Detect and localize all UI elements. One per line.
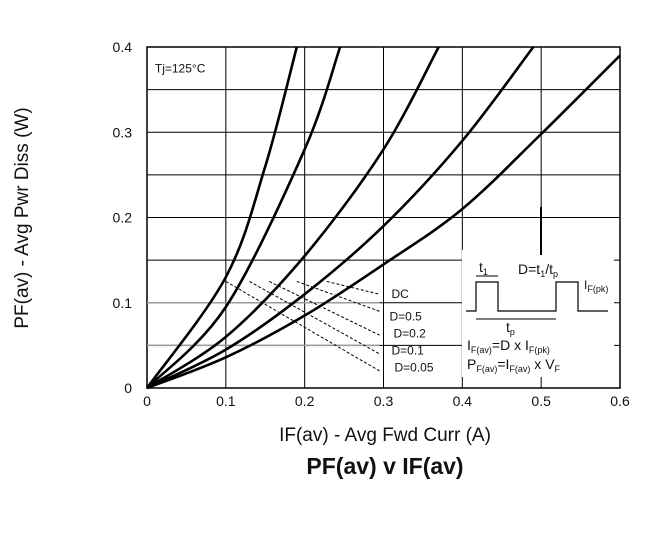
y-axis-title: PF(av) - Avg Pwr Diss (W) [12,107,33,328]
duty-equation: D=t1/tp [518,261,558,279]
pulse-waveform [466,281,608,312]
series-label-d01: D=0.1 [392,344,425,358]
x-tick-label: 0.4 [453,393,473,409]
series-label-dc: DC [392,287,410,301]
waveform-inset: t1 D=t1/tp IF(pk) tp IF(av)=D x IF(pk) P… [462,207,614,377]
x-tick-label: 0 [143,393,151,409]
y-tick-label: 0.3 [113,124,133,140]
x-tick-label: 0.5 [531,393,551,409]
x-tick-label: 0.6 [610,393,630,409]
construction-line [268,280,380,336]
inset-background [462,250,614,377]
curves [145,46,621,390]
series-line-d-0-2 [146,46,440,390]
y-tick-label: 0.1 [113,295,133,311]
x-tick-label: 0.2 [295,393,315,409]
series-line-dc [146,54,621,390]
current-equation: IF(av)=D x IF(pk) [467,337,550,355]
series-label-d005: D=0.05 [395,361,434,375]
series-line-d-0-05 [145,46,299,389]
tp-label: tp [506,319,515,337]
x-ticks: 0 0.1 0.2 0.3 0.4 0.5 0.6 [143,393,630,409]
y-ticks: 0 0.1 0.2 0.3 0.4 [113,39,133,396]
x-tick-label: 0.3 [374,393,394,409]
power-equation: PF(av)=IF(av) x VF [467,356,561,374]
x-tick-label: 0.1 [216,393,236,409]
y-tick-label: 0 [124,380,132,396]
construction-line [249,281,380,355]
series-line-d-0-1 [146,46,342,389]
plot-frame [146,46,621,389]
construction-line [296,280,380,312]
x-axis-title: IF(av) - Avg Fwd Curr (A) [279,425,491,446]
chart-title: PF(av) v IF(av) [306,453,463,479]
y-tick-label: 0.2 [113,210,133,226]
t1-label: t1 [479,259,488,277]
condition-label: Tj=125°C [155,62,206,76]
series-line-d-0-5 [146,46,535,390]
series-label-d05: D=0.5 [390,310,423,324]
series-label-d02: D=0.2 [394,327,427,341]
y-tick-label: 0.4 [113,39,133,55]
ipk-label: IF(pk) [584,278,608,294]
construction-line [326,280,380,295]
